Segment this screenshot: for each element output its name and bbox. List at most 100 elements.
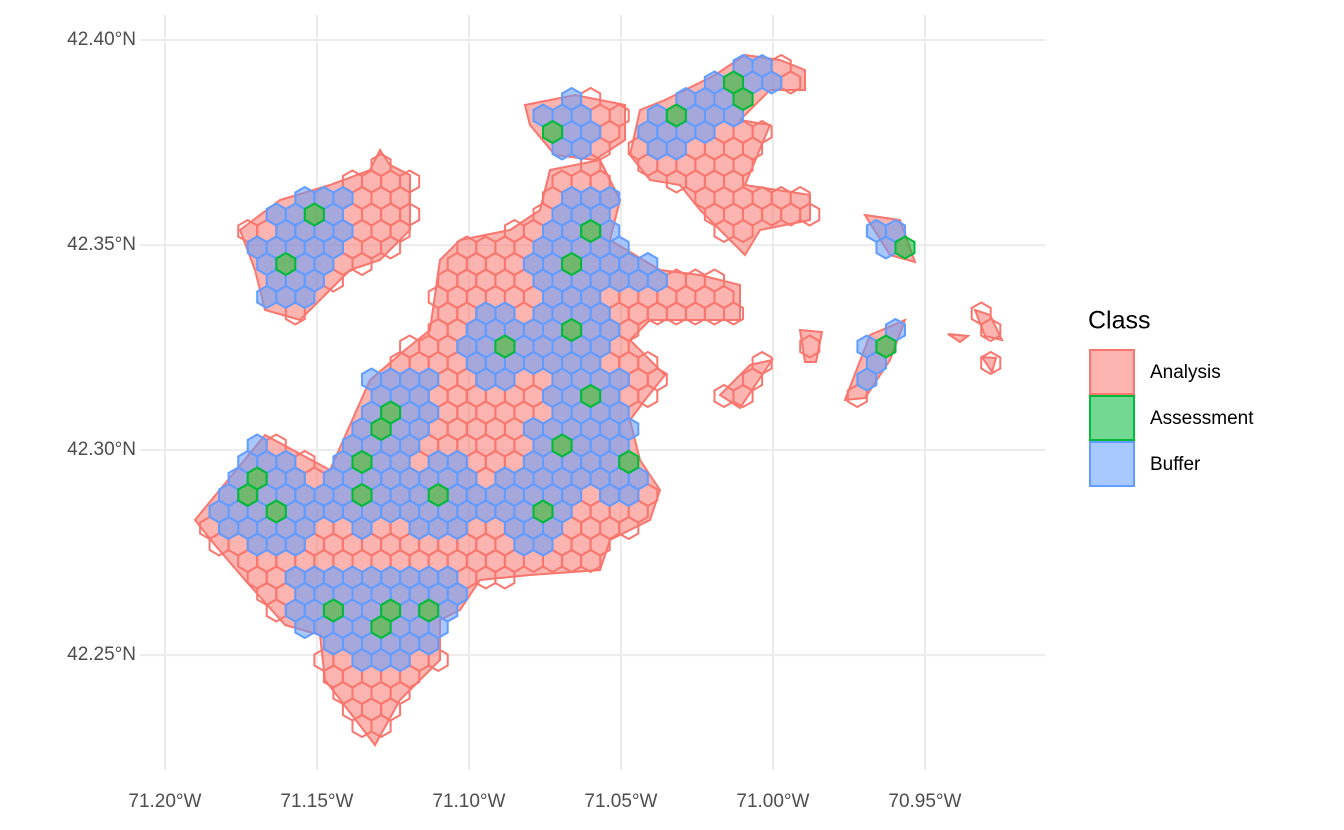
hex-cell [665,301,687,326]
hex-cell [732,383,754,409]
legend-label: Analysis [1150,362,1221,383]
hex-cell [980,350,1002,376]
hex-cell [780,202,802,227]
hex-cell [646,301,668,326]
hex-cell [732,86,754,112]
hex-cell [294,614,316,640]
x-tick-label: 70.95°W [888,791,961,812]
hex-cell [237,482,259,508]
legend: Class Analysis Assessment Buffer [1088,307,1254,487]
hex-cell [532,499,554,524]
hex-cell [608,268,630,293]
hex-cell [665,169,687,194]
hex-cell [761,202,783,227]
hex-cell [370,713,392,739]
hex-cell [732,218,754,244]
hex-cell [322,499,344,524]
hex-cell [389,647,411,673]
hex-cell [256,284,278,310]
hex-cell [322,631,344,656]
hex-cell [580,383,602,409]
y-tick-label: 42.25°N [67,644,136,665]
hex-cell [427,482,449,508]
hex-cell [703,301,725,326]
hex-cell [580,218,602,244]
hex-cell [799,334,821,359]
axes: 42.25°N 42.30°N 42.35°N 42.40°N 71.20°W 71.15… [67,29,961,812]
hex-cell [265,532,287,557]
hex-cell [646,268,668,293]
land-outline [947,333,971,344]
legend-key [1089,395,1135,441]
hex-cell [351,482,373,508]
hex-cell [446,515,468,541]
hex-cell [475,499,497,524]
hex-cell [618,449,640,475]
hex-cell [351,449,373,475]
legend-key [1089,441,1135,487]
hex-cell [761,70,783,95]
hex-cell [646,136,668,161]
x-tick-label: 71.10°W [432,791,505,812]
hex-cell [218,515,240,541]
hex-cell [284,532,306,557]
hex-cell [275,284,297,310]
hex-cell [723,301,744,326]
hex-cell [980,317,1002,343]
hex-cell [370,647,392,673]
hex-cell [275,251,297,277]
hex-cell [561,251,583,277]
hex-cell [351,515,373,541]
hex-cell [370,614,392,640]
hex-cell [303,202,325,227]
x-tick-label: 71.20°W [128,791,201,812]
hex-cell [522,350,544,376]
hex-cell [561,548,583,574]
hex-cell [856,367,878,392]
hex-cell [780,70,802,95]
hex-cell [494,367,516,392]
hex-cell [246,532,268,557]
hex-cell [494,334,516,359]
hex-cell [322,598,344,623]
x-tick-label: 71.15°W [280,791,353,812]
hex-cell [494,565,516,590]
hex-cell [351,713,373,739]
land-outline [980,355,998,375]
x-tick-label: 71.00°W [736,791,809,812]
hex-cell [265,598,287,623]
hex-cell [427,515,449,541]
hex-cell [580,548,602,574]
hex-cell [665,136,687,161]
hex-cell [570,136,592,161]
hex-cell [799,202,821,227]
hex-cell [627,268,649,293]
hex-cell [618,515,640,541]
hex-cell [694,119,716,145]
hex-cell [875,235,897,260]
legend-key [1089,349,1135,395]
hex-cell [475,367,497,392]
hex-cell [418,598,440,623]
hex-cell [713,383,735,409]
x-tick-label: 71.05°W [584,791,657,812]
map-area [193,53,1004,747]
hex-cell [380,235,402,260]
hex-cell [542,119,564,145]
hex-cell [418,631,440,656]
hex-cell [684,301,706,326]
y-tick-label: 42.40°N [67,29,136,50]
hex-cell [294,284,316,310]
legend-label: Assessment [1150,408,1254,429]
y-tick-label: 42.35°N [67,234,136,255]
hex-cell [380,499,402,524]
y-tick-label: 42.30°N [67,439,136,460]
hex-cell [351,251,373,277]
hex-cell [875,334,897,359]
hex-cell [532,532,554,557]
hex-cell [713,218,735,244]
legend-label: Buffer [1150,454,1201,475]
hex-cell [894,235,916,260]
hex-cell [618,482,640,508]
